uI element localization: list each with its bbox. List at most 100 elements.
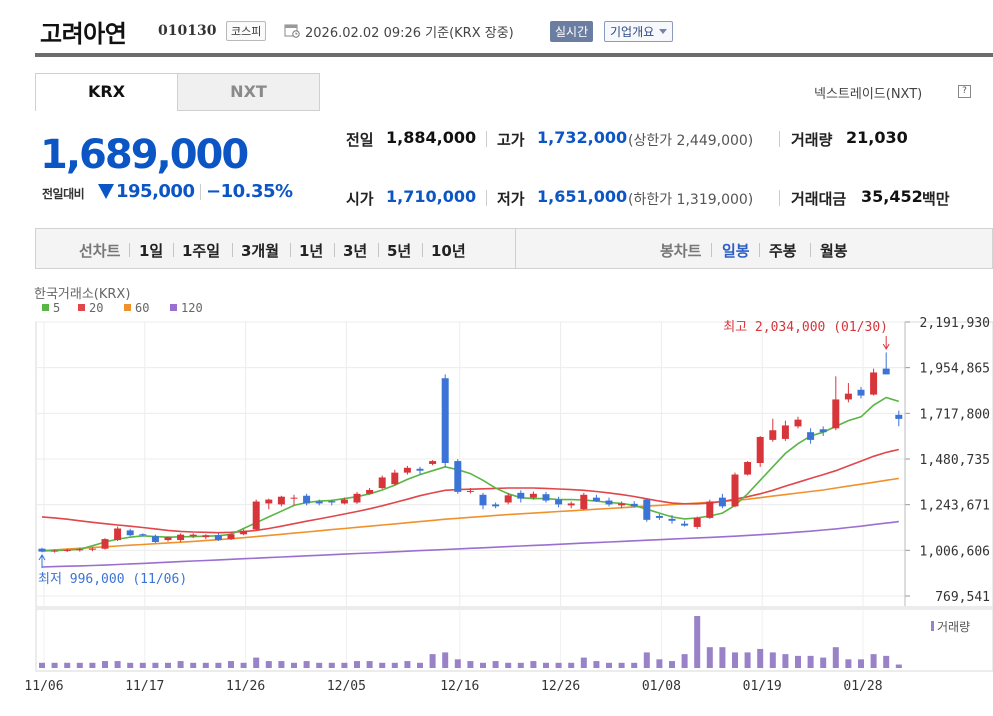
realtime-button[interactable]: 실시간 [550, 21, 594, 42]
legend-swatch [78, 304, 85, 311]
company-overview-dropdown[interactable]: 기업개요 [604, 21, 674, 42]
volume-bar [656, 659, 663, 668]
volume-bar [429, 654, 436, 668]
divider [378, 243, 379, 257]
candle-body [114, 528, 122, 541]
legend-swatch [170, 304, 177, 311]
quote-timestamp: 2026.02.02 09:26 기준(KRX 장중) [305, 26, 514, 41]
candle [315, 499, 323, 506]
candle-body [504, 495, 512, 503]
candle-body [643, 499, 651, 520]
candle [114, 526, 122, 542]
volume-bar [845, 659, 852, 668]
chart-source-label: 한국거래소(KRX) [34, 287, 130, 302]
legend-label: 120 [181, 301, 203, 315]
volume-bar [530, 661, 537, 668]
low-value: 1,651,000 [537, 187, 628, 206]
volume-bar [278, 661, 285, 668]
candle-body [214, 535, 222, 541]
candle [76, 547, 84, 552]
volume-bar [795, 655, 801, 668]
legend-swatch [124, 304, 131, 311]
candle-body [706, 501, 714, 518]
divider [129, 243, 130, 257]
x-axis: 11/06 11/17 11/26 12/05 12/16 12/26 01/08 01/19… [24, 679, 882, 694]
period-10y[interactable]: 10년 [431, 242, 466, 260]
period-1y[interactable]: 1년 [299, 242, 324, 260]
candle [542, 491, 550, 503]
y-tick-label: 1,717,800 [920, 407, 990, 422]
divider [711, 243, 712, 257]
candle [290, 494, 298, 506]
chart-legend: 5 20 60 120 [42, 301, 203, 315]
candle-body [51, 550, 59, 552]
candle-body [769, 430, 777, 440]
candle-monthly[interactable]: 월봉 [820, 242, 848, 260]
period-1w[interactable]: 1주일 [182, 242, 221, 260]
candle [630, 501, 638, 508]
candle-body [542, 494, 550, 501]
candle-body [681, 523, 689, 526]
candle-body [529, 493, 537, 498]
y-axis: 2,191,930 1,954,865 1,717,800 1,480,735 1,24… [904, 316, 990, 606]
candle-body [454, 461, 462, 492]
period-1d[interactable]: 1일 [139, 242, 164, 260]
volume-bar [177, 661, 184, 668]
volume-bar [858, 659, 864, 668]
candle-body [164, 537, 172, 541]
candle [252, 499, 260, 531]
candle-weekly[interactable]: 주봉 [769, 242, 797, 260]
candle [605, 497, 613, 507]
line-chart-label: 선차트 [79, 242, 121, 260]
candle-body [555, 499, 563, 505]
candle [479, 492, 487, 510]
period-3y[interactable]: 3년 [343, 242, 368, 260]
candle-body [466, 490, 474, 492]
candle-chart-label: 봉차트 [660, 242, 702, 260]
chart-grid [36, 321, 905, 671]
candle-body [277, 496, 285, 505]
volume-bar [580, 657, 587, 668]
volume-bar [328, 662, 335, 668]
candle [895, 410, 903, 427]
volume-bar [769, 652, 776, 668]
help-icon[interactable]: ? [958, 85, 971, 98]
candle [164, 536, 172, 542]
candle-body [38, 548, 46, 552]
volume-bar [127, 662, 134, 668]
candle-body [517, 492, 525, 499]
high-label: 고가 [497, 131, 525, 149]
volume-bar [291, 662, 297, 668]
volume-bar [467, 661, 474, 668]
candle-body [605, 500, 613, 505]
company-name: 고려아연 [40, 19, 127, 48]
amount-unit: 백만 [922, 190, 950, 208]
candle-body [744, 462, 752, 475]
candle-body [416, 468, 424, 471]
tab-nxt[interactable]: NXT [177, 73, 320, 111]
volume-bar [606, 662, 612, 668]
volume-bar [706, 647, 713, 668]
nextrade-link[interactable]: 넥스트레이드(NXT) [814, 87, 923, 102]
volume-bar [694, 616, 701, 668]
volume-bar [832, 647, 839, 668]
volume-bar [618, 662, 625, 668]
stock-chart[interactable]: 한국거래소(KRX) 5 20 60 120 2,191,930 1,954,865 1,… [0, 280, 993, 716]
candle [403, 465, 411, 475]
candle [756, 436, 764, 467]
x-tick-label: 12/16 [440, 679, 479, 694]
volume-bar [303, 661, 310, 668]
volume-bar [820, 657, 827, 668]
high-value: 1,732,000 [537, 128, 628, 147]
volume-bar [732, 652, 738, 668]
volume-bar [51, 662, 58, 668]
candle-body [391, 472, 399, 485]
period-3m[interactable]: 3개월 [241, 242, 280, 260]
tab-krx[interactable]: KRX [35, 73, 178, 111]
period-5y[interactable]: 5년 [387, 242, 412, 260]
volume-label: 거래량 [791, 131, 833, 149]
candle-body [441, 378, 449, 463]
candle [781, 420, 789, 441]
candle-daily[interactable]: 일봉 [722, 242, 750, 260]
volume-bar [870, 654, 877, 668]
